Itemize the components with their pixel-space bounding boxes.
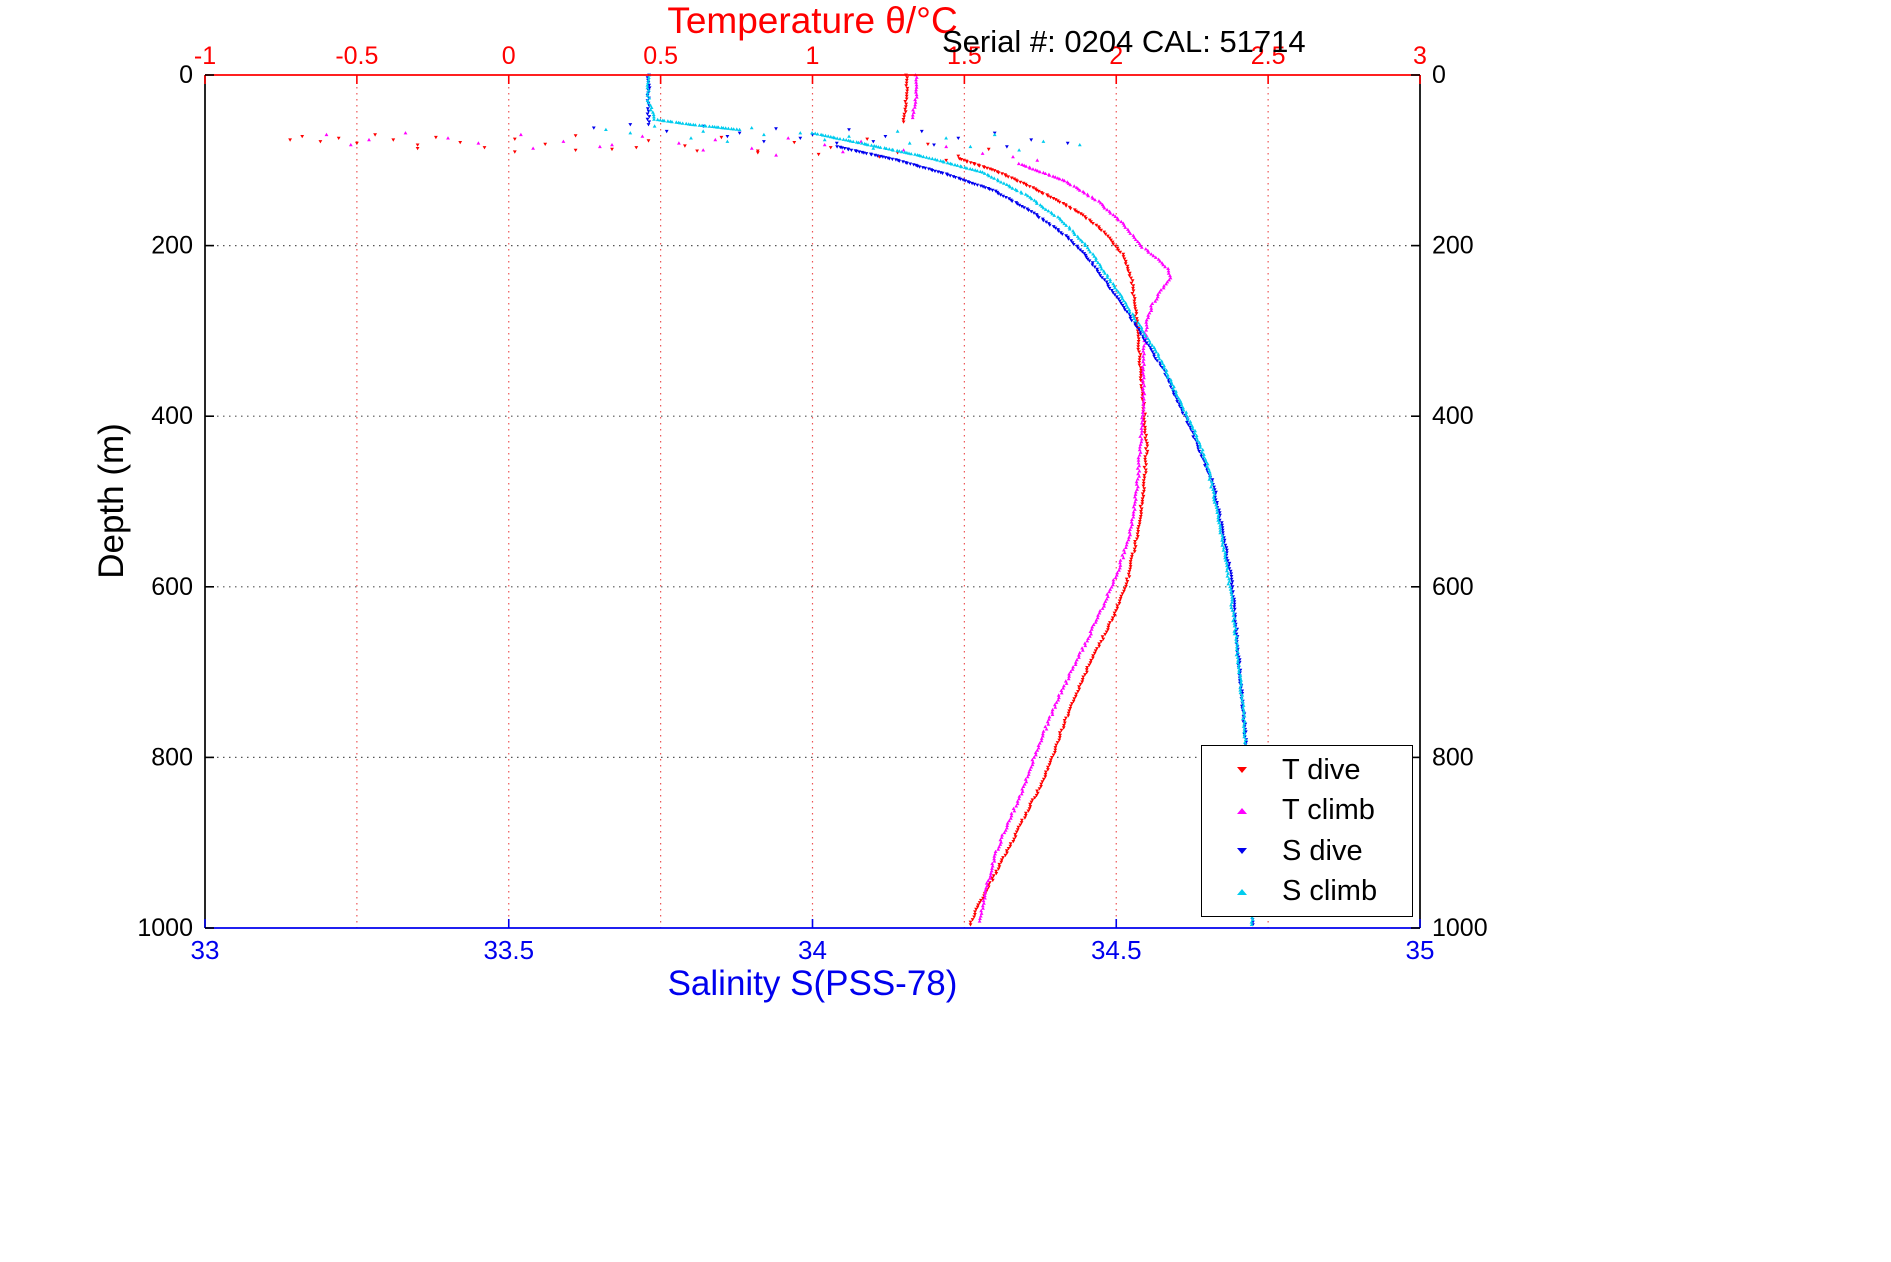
depth-tick-label-right: 400 <box>1432 402 1474 430</box>
legend-entry-label: S dive <box>1282 834 1363 867</box>
depth-tick-label-right: 0 <box>1432 61 1446 89</box>
depth-tick-label-left: 1000 <box>137 914 193 942</box>
legend-entry: T climb <box>1202 794 1412 827</box>
depth-tick-label-left: 800 <box>151 743 193 771</box>
depth-tick-label-right: 200 <box>1432 232 1474 260</box>
temperature-tick-label: -0.5 <box>335 42 378 70</box>
grid <box>205 75 1420 928</box>
salinity-tick-label: 33 <box>191 935 220 965</box>
temperature-tick-label: 1.5 <box>947 42 982 70</box>
temperature-tick-label: 3 <box>1413 42 1427 70</box>
depth-tick-label-right: 1000 <box>1432 914 1488 942</box>
salinity-tick-label: 34 <box>798 935 827 965</box>
temperature-tick-label: -1 <box>194 42 216 70</box>
salinity-tick-label: 33.5 <box>483 935 534 965</box>
chart-title: Temperature θ/°C <box>667 0 958 41</box>
triangle-up-marker-icon <box>1202 886 1282 898</box>
series-s-climb <box>604 73 1255 927</box>
series-s-dive <box>591 73 1256 927</box>
depth-tick-label-left: 400 <box>151 402 193 430</box>
series-t-climb <box>324 73 1173 923</box>
legend-entry-label: S climb <box>1282 875 1378 908</box>
triangle-down-marker-icon <box>1202 764 1282 776</box>
legend-entry: S dive <box>1202 835 1412 868</box>
depth-tick-label-left: 0 <box>179 61 193 89</box>
legend-entry-label: T climb <box>1282 794 1375 827</box>
depth-tick-label-left: 200 <box>151 232 193 260</box>
legend: T dive T climb S dive S climb <box>1201 745 1413 917</box>
temperature-tick-label: 1 <box>806 42 820 70</box>
depth-tick-label-left: 600 <box>151 573 193 601</box>
temperature-tick-label: 2 <box>1109 42 1123 70</box>
temperature-tick-label: 2.5 <box>1251 42 1286 70</box>
legend-entry: S climb <box>1202 875 1412 908</box>
serial-annotation: Serial #: 0204 CAL: 51714 <box>942 24 1306 59</box>
temperature-tick-label: 0 <box>502 42 516 70</box>
depth-axis-label: Depth (m) <box>92 423 131 579</box>
triangle-down-marker-icon <box>1202 845 1282 857</box>
triangle-up-marker-icon <box>1202 805 1282 817</box>
temperature-tick-label: 0.5 <box>643 42 678 70</box>
salinity-tick-label: 35 <box>1406 935 1435 965</box>
series-t-dive <box>288 73 1150 927</box>
legend-entry-label: T dive <box>1282 753 1361 786</box>
depth-tick-label-right: 800 <box>1432 743 1474 771</box>
salinity-axis-label: Salinity S(PSS-78) <box>667 964 958 1003</box>
depth-tick-label-right: 600 <box>1432 573 1474 601</box>
salinity-tick-label: 34.5 <box>1091 935 1142 965</box>
legend-entry: T dive <box>1202 754 1412 787</box>
